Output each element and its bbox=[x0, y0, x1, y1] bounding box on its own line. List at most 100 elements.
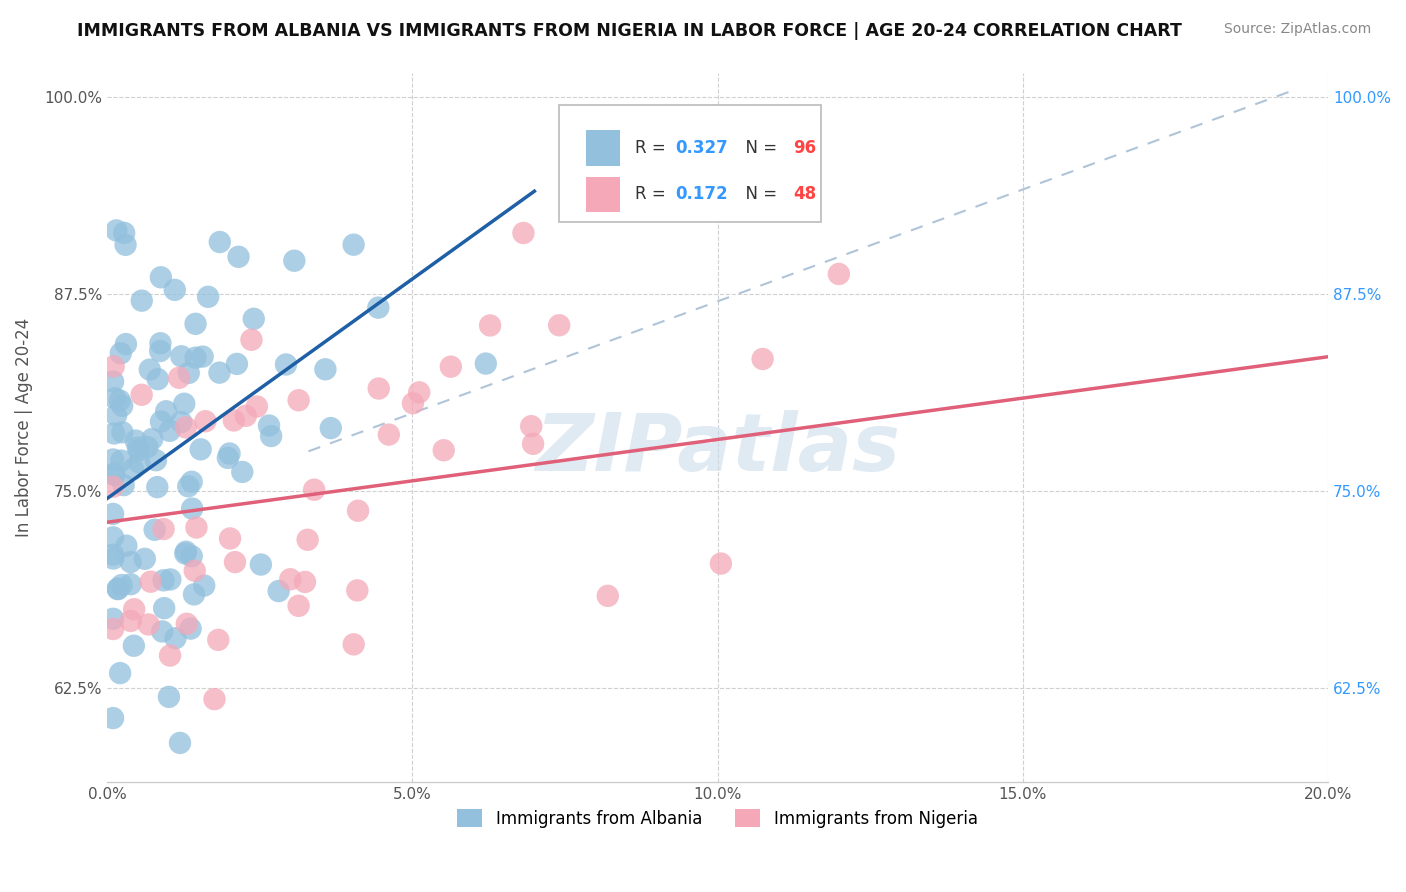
Point bbox=[101, 507, 124, 521]
Point bbox=[122, 462, 145, 476]
Point bbox=[190, 442, 212, 457]
Point bbox=[512, 226, 534, 240]
Point bbox=[163, 283, 186, 297]
Point bbox=[596, 589, 619, 603]
Point bbox=[173, 397, 195, 411]
Point bbox=[146, 372, 169, 386]
Text: R =: R = bbox=[634, 186, 671, 203]
Point bbox=[208, 235, 231, 249]
Point bbox=[112, 478, 135, 492]
Point bbox=[145, 453, 167, 467]
Point bbox=[122, 602, 145, 616]
Point bbox=[128, 443, 150, 458]
Point bbox=[165, 631, 187, 645]
Point bbox=[217, 450, 239, 465]
Point bbox=[346, 583, 368, 598]
Point bbox=[191, 350, 214, 364]
Point bbox=[260, 429, 283, 443]
Point bbox=[169, 736, 191, 750]
Point bbox=[138, 617, 160, 632]
Bar bbox=[586, 130, 620, 166]
Point bbox=[101, 548, 124, 562]
Point bbox=[101, 375, 124, 389]
Point bbox=[433, 443, 456, 458]
Point bbox=[520, 419, 543, 434]
Point bbox=[174, 545, 197, 559]
Point bbox=[751, 351, 773, 366]
Point bbox=[115, 539, 138, 553]
Point bbox=[235, 409, 257, 423]
Point bbox=[207, 632, 229, 647]
Point bbox=[367, 382, 389, 396]
Point bbox=[287, 393, 309, 408]
Point bbox=[183, 587, 205, 601]
Point bbox=[152, 522, 174, 536]
Point bbox=[167, 370, 190, 384]
Point bbox=[174, 547, 197, 561]
Point bbox=[228, 250, 250, 264]
Point bbox=[378, 427, 401, 442]
Point bbox=[180, 622, 202, 636]
Point bbox=[101, 711, 124, 725]
Point bbox=[226, 357, 249, 371]
Point bbox=[170, 349, 193, 363]
Point bbox=[111, 425, 134, 440]
Point bbox=[159, 648, 181, 663]
Point bbox=[242, 311, 264, 326]
Point bbox=[246, 400, 269, 414]
Point bbox=[267, 584, 290, 599]
Point bbox=[159, 573, 181, 587]
Point bbox=[139, 574, 162, 589]
Point bbox=[278, 572, 301, 586]
Text: 0.172: 0.172 bbox=[675, 186, 727, 203]
Point bbox=[193, 578, 215, 592]
Point bbox=[134, 551, 156, 566]
Point bbox=[155, 404, 177, 418]
Point bbox=[153, 601, 176, 615]
Point bbox=[250, 558, 273, 572]
Point bbox=[170, 415, 193, 429]
Point bbox=[157, 690, 180, 704]
Point bbox=[302, 483, 325, 497]
Point bbox=[184, 351, 207, 365]
Point bbox=[297, 533, 319, 547]
Point bbox=[101, 612, 124, 626]
Point bbox=[224, 555, 246, 569]
Point bbox=[114, 237, 136, 252]
Point bbox=[101, 530, 124, 544]
Y-axis label: In Labor Force | Age 20-24: In Labor Force | Age 20-24 bbox=[15, 318, 32, 537]
Point bbox=[146, 480, 169, 494]
Point bbox=[231, 465, 253, 479]
Point bbox=[136, 440, 159, 454]
Point bbox=[408, 385, 430, 400]
Point bbox=[115, 337, 138, 351]
Text: Source: ZipAtlas.com: Source: ZipAtlas.com bbox=[1223, 22, 1371, 37]
Legend: Immigrants from Albania, Immigrants from Nigeria: Immigrants from Albania, Immigrants from… bbox=[451, 803, 984, 834]
Point bbox=[240, 333, 263, 347]
Point bbox=[131, 388, 153, 402]
Point bbox=[194, 414, 217, 428]
Point bbox=[177, 479, 200, 493]
Text: 96: 96 bbox=[793, 139, 817, 157]
Point bbox=[177, 366, 200, 380]
Point bbox=[186, 520, 208, 534]
Point bbox=[343, 237, 366, 252]
Point bbox=[149, 343, 172, 358]
Point bbox=[150, 624, 173, 639]
Point bbox=[180, 475, 202, 489]
Point bbox=[108, 393, 131, 408]
Point bbox=[710, 557, 733, 571]
Point bbox=[111, 578, 134, 592]
Point bbox=[149, 270, 172, 285]
Point bbox=[159, 424, 181, 438]
Point bbox=[257, 418, 280, 433]
Text: 48: 48 bbox=[793, 186, 817, 203]
Point bbox=[402, 396, 425, 410]
Point bbox=[828, 267, 851, 281]
Point bbox=[479, 318, 502, 333]
Point bbox=[180, 549, 202, 564]
Point bbox=[522, 437, 544, 451]
Point bbox=[122, 639, 145, 653]
Text: N =: N = bbox=[735, 139, 782, 157]
Point bbox=[120, 614, 142, 628]
